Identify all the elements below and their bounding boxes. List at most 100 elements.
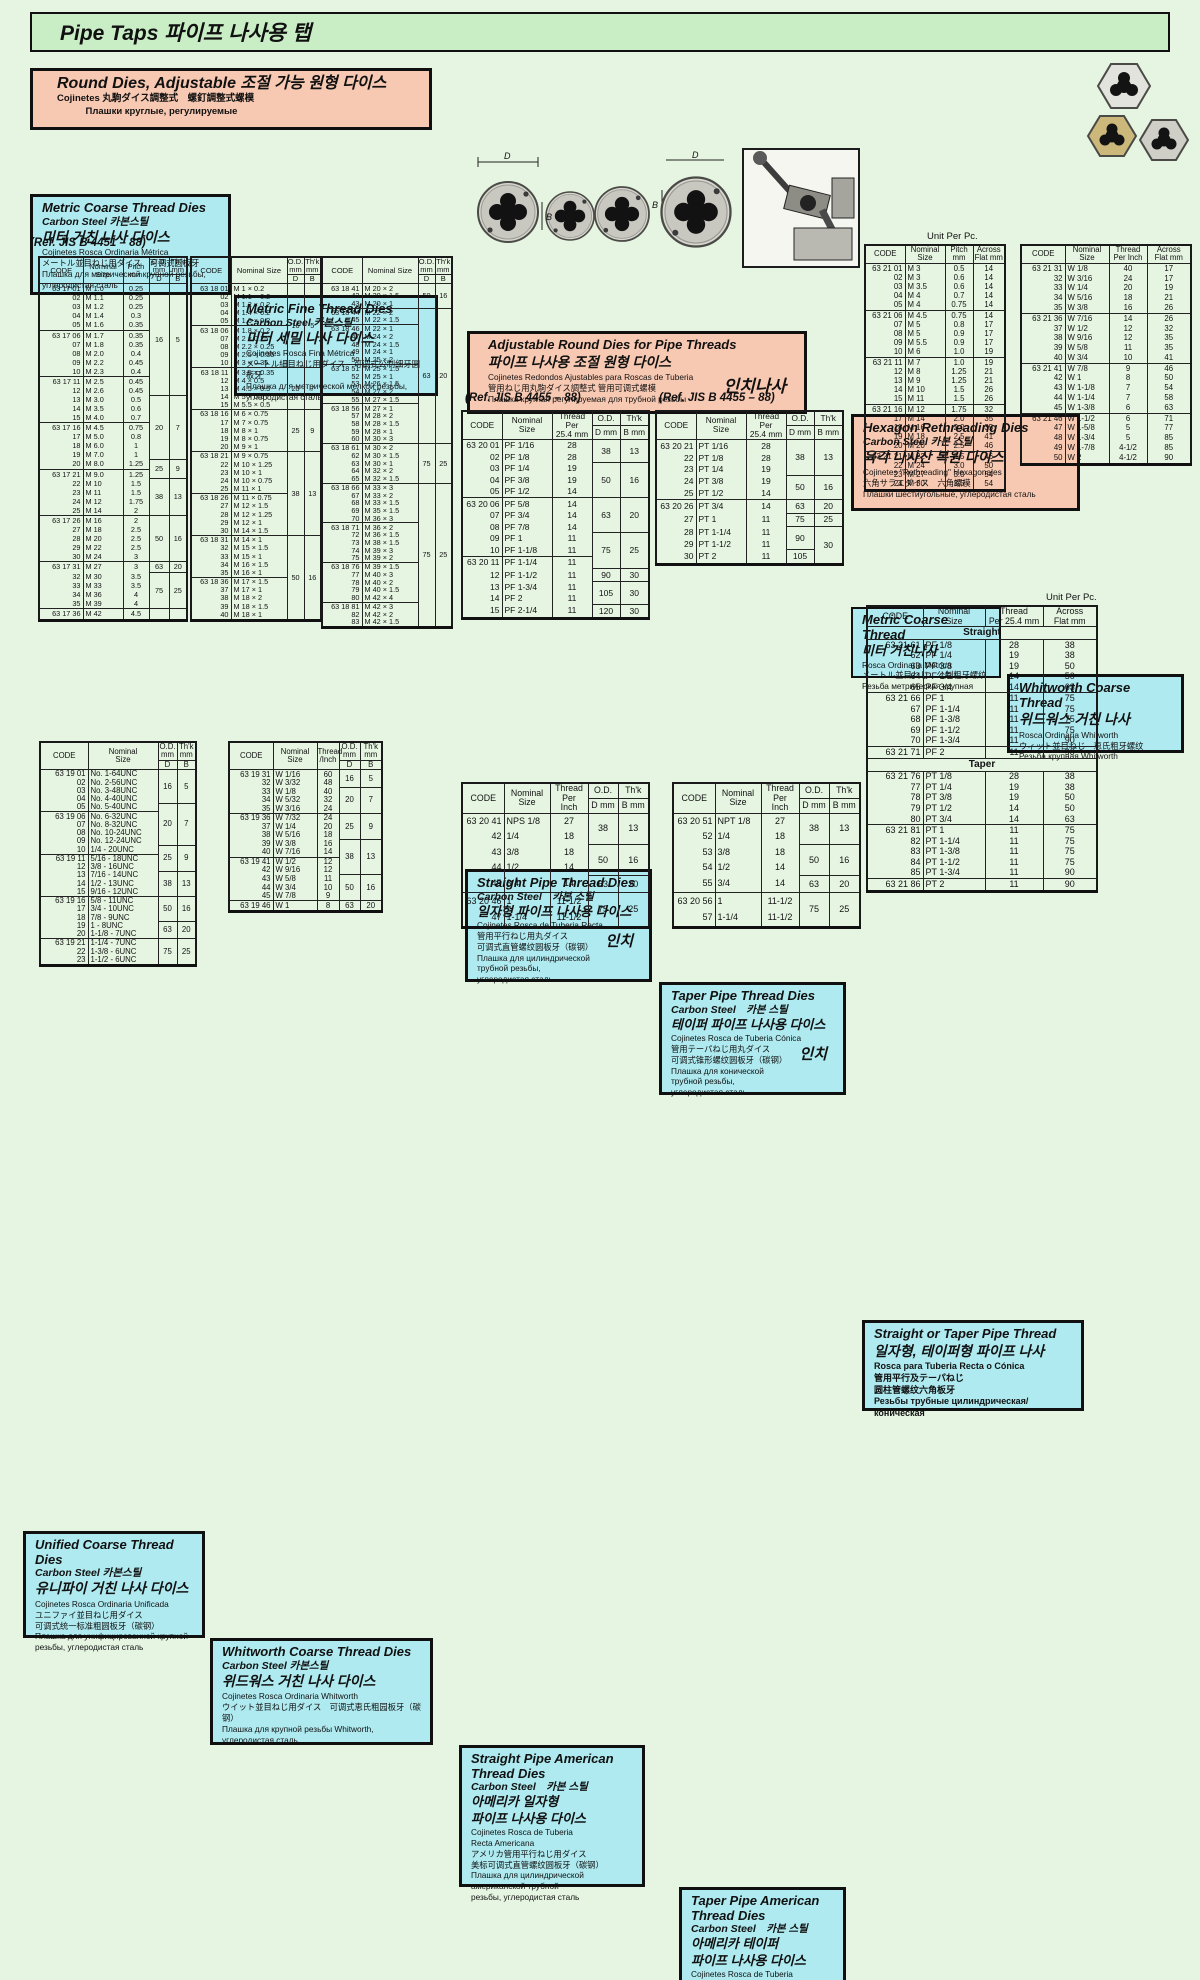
table-row: 45 W 7/8 9	[228, 891, 382, 901]
table-row: 63 18 31 M 14 × 1 50 16	[190, 534, 322, 621]
table-row: 18 M 16 2.0 35	[864, 423, 1006, 433]
table-row: 27 PT 1 11 75 25	[655, 512, 844, 527]
table-row: 35 M 16 × 1	[190, 568, 321, 578]
table-row: 42 W 9/16 12	[228, 866, 382, 875]
box-line: ウイット並目ねじ用ダイス 可调式恵氏粗园板牙（碳钢）	[222, 1702, 421, 1723]
box-line: Плашка для цилиндрической	[477, 952, 590, 963]
table-row: 04 M 4 0.7 14	[864, 291, 1006, 301]
catalog-page: { "banner": {"title": "Pipe Taps 파이프 나사용…	[23, 12, 1192, 1980]
page-title: Pipe Taps 파이프 나사용 탭	[60, 22, 312, 45]
table-row: 63 21 61 PF 1/8 28 38	[866, 638, 1098, 651]
table-row: 63 17 16 M 4.5 0.75	[38, 422, 187, 433]
box-line: アメリカ管用平行ねじ用ダイス	[471, 1848, 587, 1859]
table-row: 63 17 01 M 1.0 0.25 16 5	[38, 283, 188, 396]
table-row: 63 20 21 PT 1/16 28 38 13	[655, 438, 844, 476]
table-row: 63 18 76 M 39 × 1.5	[321, 561, 452, 571]
table-row: 63 18 71 M 36 × 2	[321, 522, 452, 532]
table-row: 55 M 27 × 1.5	[321, 395, 452, 404]
table-row: 68 PF 1-3/8 11 75	[866, 714, 1098, 726]
table-row: 32 W 3/32 48	[228, 778, 382, 788]
box-line: Carbon Steel 카본스틸	[35, 1567, 142, 1580]
table-row: 39 M 18 × 1.5	[190, 602, 321, 611]
taper-pipe-american-table: CODE Nominal Size Thread Per Inch O.D. Th'k D…	[672, 782, 861, 929]
table-row: 10 M 2.3 0.4	[38, 366, 187, 377]
table-row: 63 20 06 PF 5/8 14 63 20	[461, 497, 650, 533]
table-row: 08 M 2.0 0.4	[38, 348, 187, 358]
box-line: Adjustable Round Dies for Pipe Threads	[488, 337, 737, 352]
section-row: Taper	[866, 757, 1098, 772]
table-row: 63 17 06 M 1.7 0.35	[38, 329, 187, 340]
box-line: 파이프 나사용 다이스	[691, 1952, 806, 1968]
table-row: 63 21 16 M 12 1.75 32	[864, 403, 1006, 415]
table-row: 40 M 18 × 1	[190, 610, 321, 621]
table-row: 49 W 1-7/8 4-1/2 85	[1020, 442, 1192, 453]
box-line: 아메리카 일자형	[471, 1794, 559, 1810]
table-row: 14 M 3.5 0.6	[38, 404, 187, 414]
box-line: Cojinetes Rosca Ordinaria Whitworth	[222, 1691, 359, 1702]
table-row: 22 M 10 1.5 38 13	[38, 478, 188, 516]
box-line: Плашка для крупной резьбы Whitworth,	[222, 1723, 374, 1734]
box-line: 위드워스 거친 나사 다이스	[222, 1672, 376, 1689]
table-row: 35 M 39 4	[38, 599, 187, 609]
box-line: трубной резьбы,	[477, 963, 541, 974]
table-row: 63 21 01 M 3 0.5 14	[864, 262, 1006, 274]
box-line: Recta Americana	[471, 1838, 535, 1849]
box-line: Whitworth Coarse Thread Dies	[222, 1644, 412, 1659]
table-row: 77 PT 1/4 19 38	[866, 782, 1098, 793]
box-line: Плашки круглые, регулируемые	[57, 106, 238, 118]
table-row: 19 M 8 × 0.75	[190, 434, 321, 443]
table-row: 43 W 1-1/8 7 54	[1020, 383, 1192, 393]
table-row: 63 17 31 M 27 3 63 20	[38, 561, 188, 572]
svg-text:D: D	[692, 150, 699, 160]
table-row: 79 PT 1/2 14 50	[866, 803, 1098, 814]
straight-pipe-dies-table: CODE Nominal Size Thread Per 25.4 mm O.D. Th…	[461, 410, 650, 620]
table-row: 10 1/4 - 20UNC 25 9	[39, 844, 197, 872]
table-row: 63 19 41 W 1/2 12	[228, 856, 382, 867]
table-row: 34 M 36 4	[38, 590, 187, 600]
table-row: 63 20 46 1 11-1/2 75 25	[461, 892, 650, 927]
table-row: 63 18 01 M 1 × 0.2 16 5	[190, 283, 322, 368]
table-row: 63 19 21 1-1/4 - 7UNC 75 25	[39, 938, 197, 966]
box-line: американской трубной	[471, 1881, 559, 1892]
box-line: Плашки шестиугольные, углеродистая сталь	[863, 488, 1036, 499]
table-row: 43 M 20 × 1	[321, 299, 452, 308]
table-row: 63 21 36 W 7/16 14 26	[1020, 312, 1192, 324]
box-line: трубной резьбы,	[671, 1076, 735, 1087]
table-row: 63 20 26 PT 3/4 14 63 20	[655, 499, 844, 513]
box-line: 파이프 나사용 다이스	[471, 1810, 586, 1826]
table-row: 04 M 1.4 × 0.2	[190, 308, 321, 317]
table-row: 63 18 51 M 25 × 1.5	[321, 363, 452, 373]
table-row: 47 M 24 × 2	[321, 332, 452, 341]
table-row: 03 No. 3-48UNC	[39, 786, 196, 795]
table-row: 42 M 20 × 1.5	[321, 292, 452, 300]
taper-pipe-dies-table: CODE Nominal Size Thread Per 25.4 mm O.D. Th…	[655, 410, 844, 566]
table-row: 14 1/2 - 13UNC	[39, 879, 196, 888]
table-row: 14 M 10 1.5 26	[864, 385, 1006, 395]
metric-fine-dies-table-2: CODE Nominal Size O.D. mm Th'k mm D B 63 18 41…	[321, 256, 453, 629]
table-row: 63 21 31 W 1/8 40 17	[1020, 262, 1192, 274]
table-row: 63 18 21 M 9 × 0.75 38 13	[190, 450, 322, 536]
table-row: 63 19 16 5/8 - 11UNC 50 16	[39, 895, 197, 922]
table-row: 64 M 32 × 2	[321, 467, 452, 475]
table-row: 34 W 5/16 18 21	[1020, 293, 1192, 303]
table-row: 13 M 9 1.25 21	[864, 376, 1006, 386]
table-row: 22 M 10 × 1.25	[190, 460, 321, 469]
table-row: 19 M 18 2.5 41	[864, 432, 1006, 442]
table-row: 59 M 28 × 1	[321, 427, 452, 436]
table-row: 34 M 16 × 1.5	[190, 560, 321, 569]
table-row: 60 M 30 × 3	[321, 435, 452, 444]
box-line: 파이프 나사용 조절 원형 다이스	[488, 353, 671, 370]
section-row: Straight	[866, 626, 1098, 640]
table-row: 05 PF 1/2 14	[461, 485, 649, 498]
box-line: углеродистая сталь	[671, 1087, 747, 1098]
table-row: 24 M 10 × 0.75	[190, 476, 321, 485]
table-row: 12 M 2.6 0.45	[38, 386, 187, 396]
table-row: 77 M 40 × 3	[321, 570, 452, 579]
table-row: 05 No. 5-40UNC 20 7	[39, 802, 197, 846]
table-row: 27 M 12 × 1.5	[190, 502, 321, 511]
table-row: 62 M 30 × 1.5	[321, 451, 452, 460]
box-line: углеродистая сталь	[477, 974, 553, 985]
table-row: 63 21 86 PT 2 11 90	[866, 877, 1098, 892]
table-row: 63 19 06 No. 6-32UNC	[39, 811, 196, 821]
ref-jis-4455-taper: (Ref. JIS B 4455 – 88)	[659, 392, 775, 404]
